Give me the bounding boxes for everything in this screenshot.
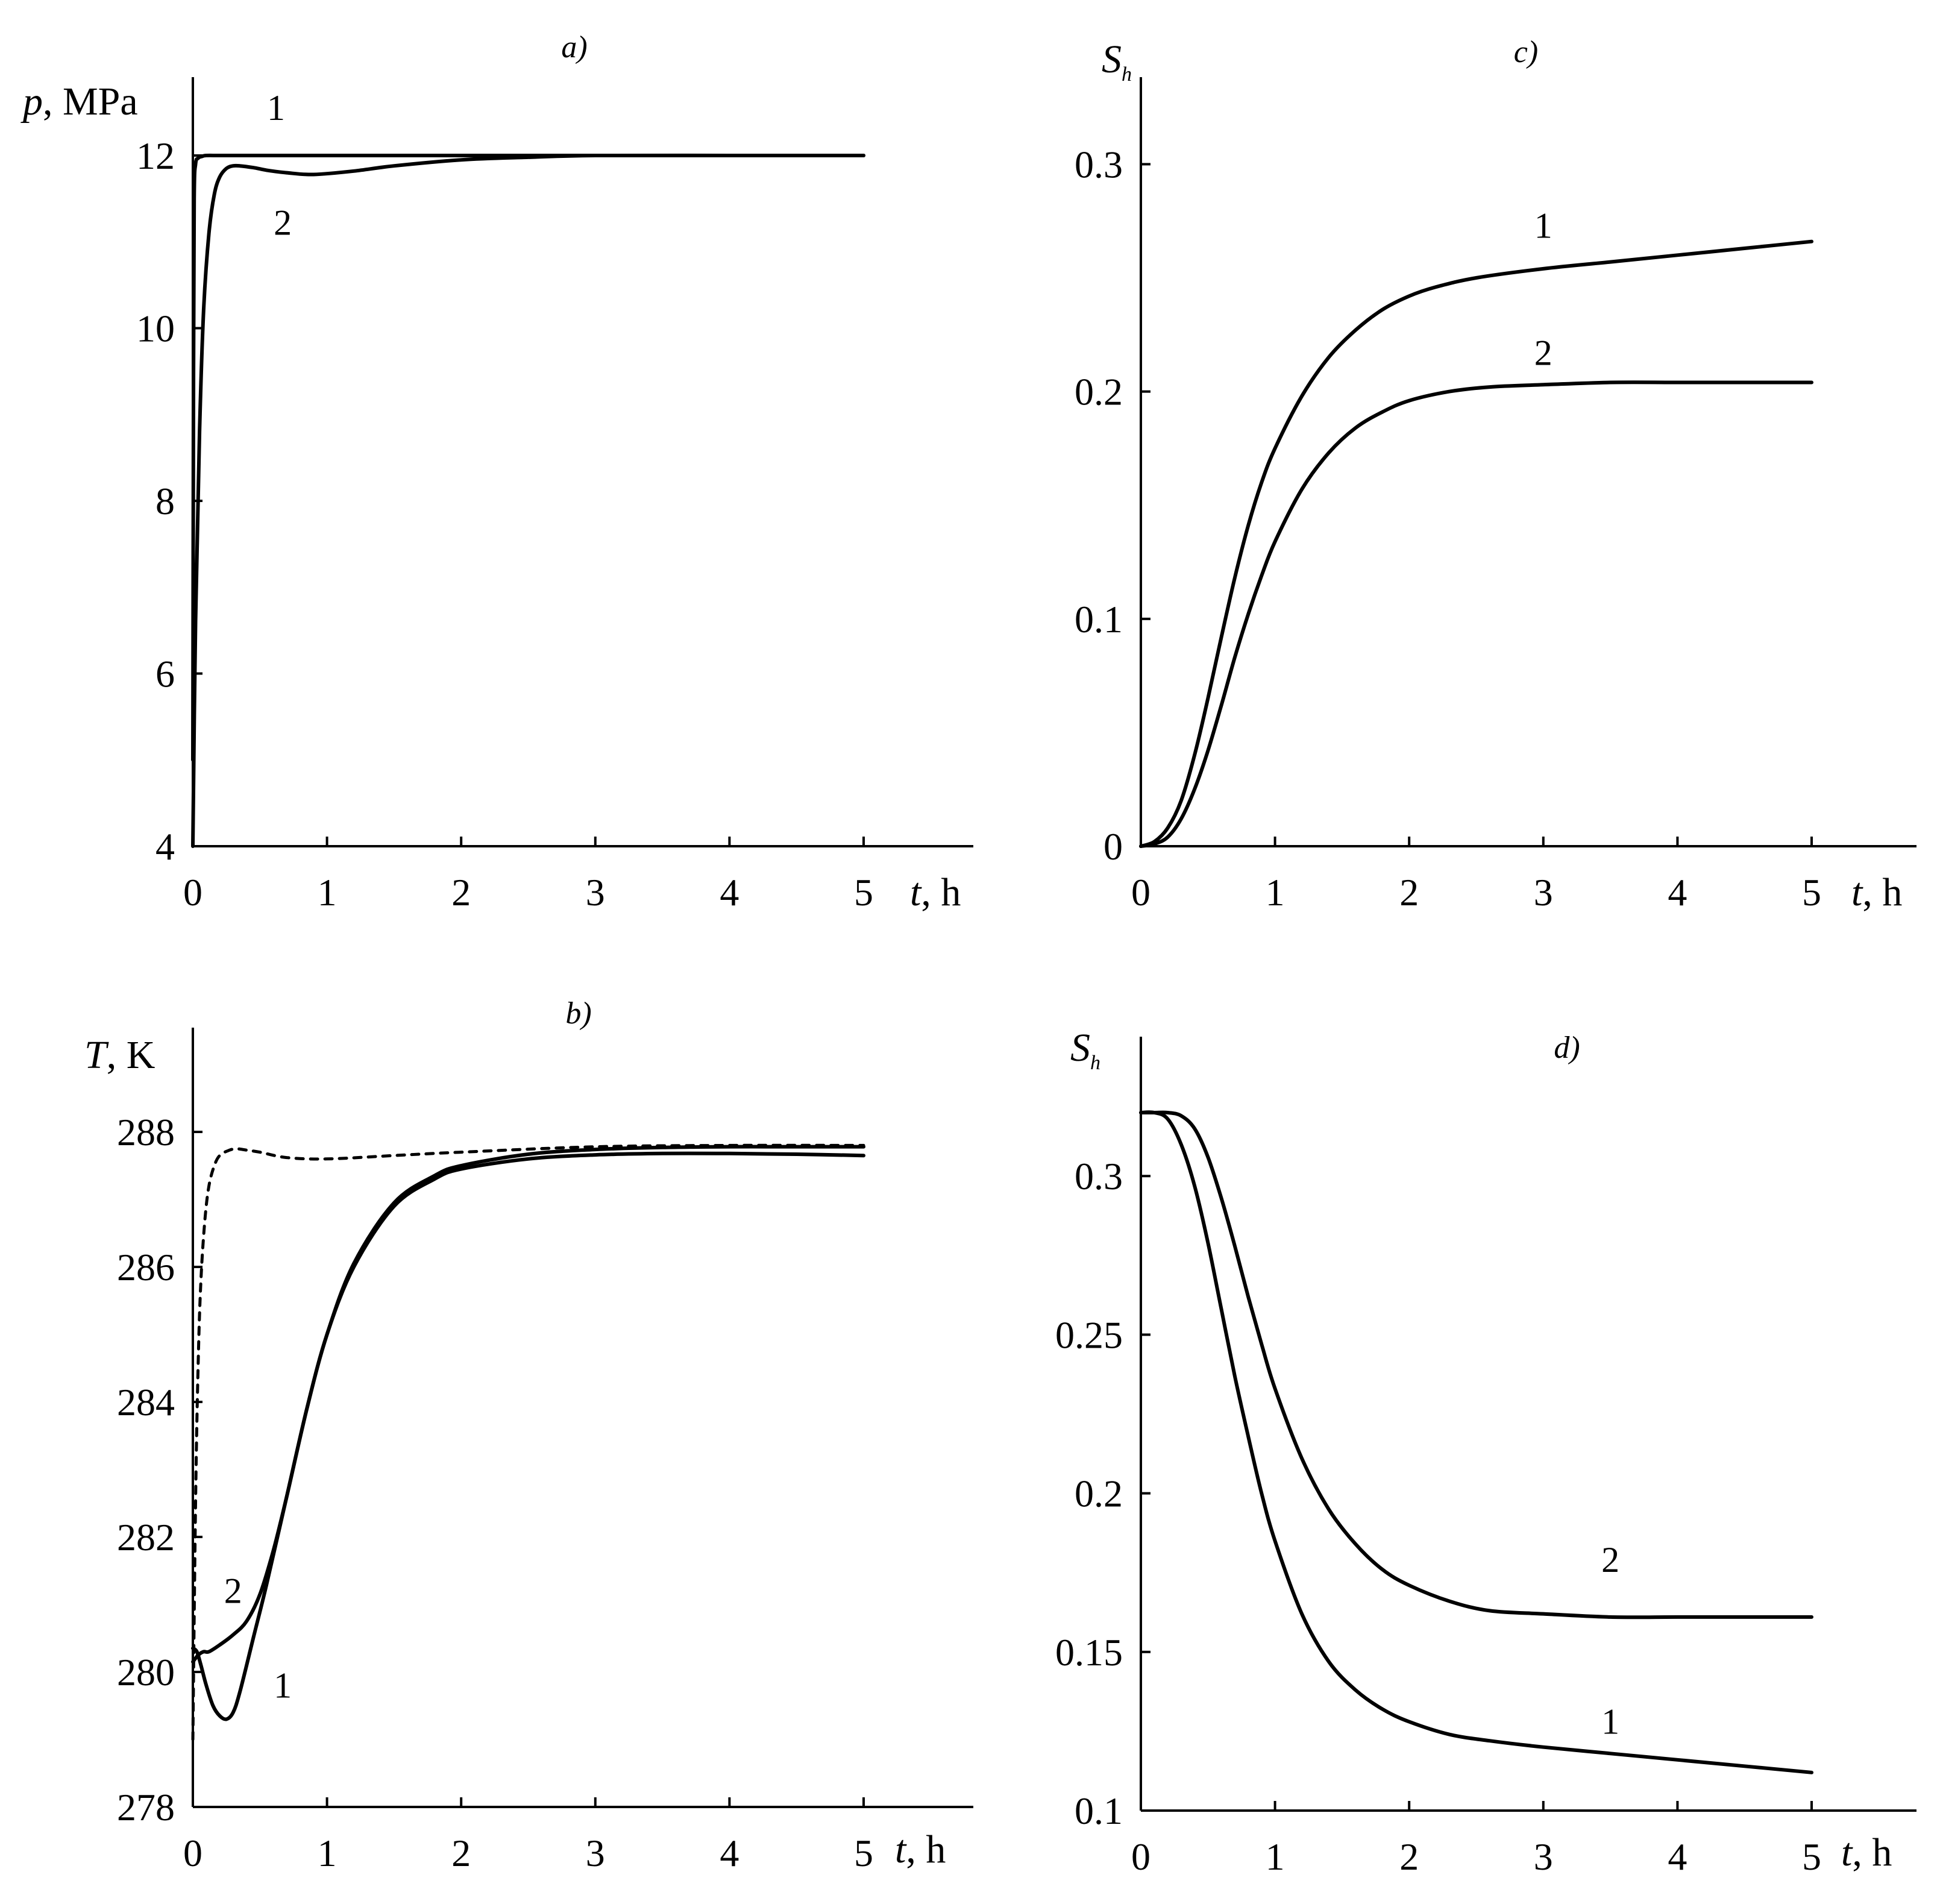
panel-label: a) [561,30,587,64]
y-axis-label: Sh [1102,37,1132,86]
y-axis-symbol: T [84,1033,109,1077]
series-line-1 [1139,1110,1813,1774]
y-tick-label: 0.25 [1055,1313,1123,1356]
x-axis-label: t, h [1851,870,1902,914]
x-axis-label: t, h [1841,1830,1892,1874]
x-tick-label: 1 [1266,1835,1285,1878]
y-tick-label: 4 [155,825,175,868]
curve-label-1: 1 [1601,1702,1619,1742]
x-tick-label: 3 [586,871,605,914]
x-tick-label: 4 [1668,871,1687,914]
series-line-1 [1139,239,1813,848]
y-axis-symbol: p [20,80,43,124]
y-axis-label: p, MPa [20,80,138,124]
curve-label-2: 2 [274,203,292,243]
x-tick-label: 3 [1534,871,1553,914]
y-axis-subscript: h [1122,63,1132,86]
x-tick-label: 5 [854,871,873,914]
y-tick-label: 6 [155,653,175,696]
y-axis-symbol: S [1102,37,1122,81]
x-axis-symbol: t [895,1827,907,1871]
x-axis-unit: , h [921,870,961,914]
panel-label: d) [1554,1031,1580,1065]
y-tick-label: 0.15 [1055,1631,1123,1674]
curve-label-2: 2 [224,1571,242,1611]
curve-label-2: 2 [1534,333,1552,373]
y-tick-label: 282 [117,1516,175,1559]
x-tick-label: 4 [1668,1835,1687,1878]
curve-label-1: 1 [267,88,285,128]
x-axis-unit: , h [1862,870,1902,914]
panel-label: b) [565,996,591,1031]
y-axis-unit: , MPa [43,80,138,124]
series-line-2 [1139,380,1813,848]
x-axis-unit: , h [906,1827,946,1871]
x-tick-label: 2 [1399,1835,1419,1878]
y-axis-label: Sh [1070,1026,1100,1074]
y-tick-label: 0.2 [1075,371,1123,413]
y-axis-subscript: h [1090,1052,1100,1074]
series-line-2 [191,153,865,848]
x-tick-label: 2 [451,1832,471,1874]
y-tick-label: 0.2 [1075,1472,1123,1515]
y-tick-label: 286 [117,1246,175,1289]
x-tick-label: 4 [720,1832,739,1874]
y-tick-label: 284 [117,1381,175,1424]
y-tick-label: 288 [117,1111,175,1154]
x-axis-symbol: t [1851,870,1863,914]
y-axis-symbol: S [1070,1026,1090,1070]
x-axis-label: t, h [910,870,961,914]
curve-label-1: 1 [274,1665,292,1705]
chart-panel-c: 0 1 2 3 4 5 0 0.1 0.2 0.3 c) Sh t, h 1 2 [1075,35,1916,914]
x-tick-label: 0 [183,1832,202,1874]
x-tick-label: 1 [318,871,337,914]
chart-panel-d: 0 1 2 3 4 5 0.1 0.15 0.2 0.25 0.3 d) Sh t, h 2 1 [1055,1026,1916,1878]
y-tick-label: 0.3 [1075,143,1123,186]
y-tick-label: 278 [117,1786,175,1829]
series-line-2 [1139,1110,1813,1620]
x-tick-label: 2 [1399,871,1419,914]
series-line-1 [191,1151,865,1721]
y-tick-label: 0 [1103,825,1123,868]
curve-label-1: 1 [1534,206,1552,245]
x-axis-symbol: t [910,870,922,914]
x-tick-label: 5 [854,1832,873,1874]
series-line-2 [191,1145,865,1664]
x-tick-label: 3 [586,1832,605,1874]
y-axis-label: T, K [84,1033,155,1077]
series-line-1 [191,153,865,762]
x-axis-symbol: t [1841,1830,1853,1874]
x-tick-label: 0 [183,871,202,914]
x-axis-unit: , h [1852,1830,1892,1874]
x-axis-label: t, h [895,1827,946,1871]
x-tick-label: 3 [1534,1835,1553,1878]
x-tick-label: 1 [1266,871,1285,914]
x-tick-label: 4 [720,871,739,914]
y-tick-label: 0.1 [1075,1789,1123,1832]
x-tick-label: 0 [1131,1835,1151,1878]
series-line-dashed [191,1143,865,1741]
x-tick-label: 2 [451,871,471,914]
y-tick-label: 12 [136,134,175,177]
chart-panel-b: 0 1 2 3 4 5 278 280 282 284 286 288 b) T, K t, h 2 1 [84,996,973,1874]
y-tick-label: 0.1 [1075,598,1123,641]
panel-label: c) [1514,35,1538,69]
x-tick-label: 5 [1802,871,1821,914]
y-tick-label: 8 [155,480,175,523]
curve-label-2: 2 [1601,1540,1619,1580]
x-tick-label: 5 [1802,1835,1821,1878]
y-tick-label: 10 [136,307,175,350]
y-tick-label: 280 [117,1651,175,1694]
y-axis-unit: , K [107,1033,155,1077]
x-tick-label: 1 [318,1832,337,1874]
y-tick-label: 0.3 [1075,1155,1123,1198]
x-tick-label: 0 [1131,871,1151,914]
